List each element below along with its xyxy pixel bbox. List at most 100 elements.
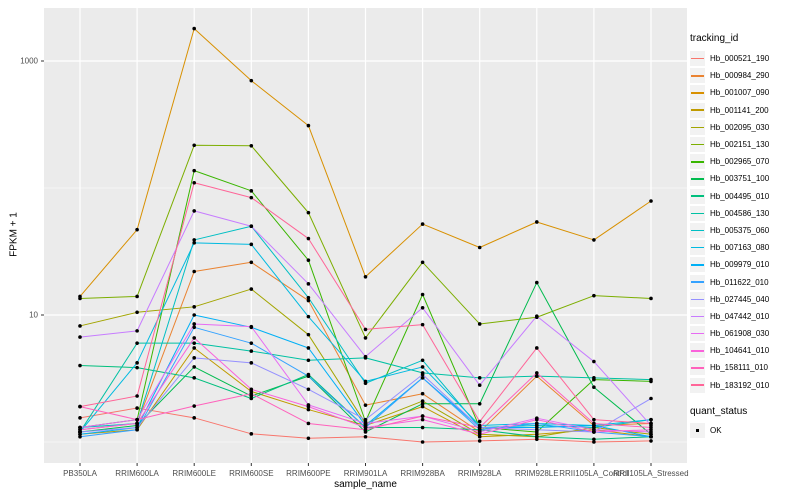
data-point-Hb_047442_010 [535, 314, 539, 318]
data-point-Hb_104641_010 [135, 421, 139, 426]
data-point-Hb_004495_010 [249, 396, 254, 401]
data-point-Hb_004495_010 [135, 365, 139, 370]
data-point-Hb_007163_080 [249, 242, 254, 247]
y-tick-label: 1000 [20, 57, 38, 66]
data-point-Hb_027445_040 [363, 417, 368, 422]
data-point-Hb_002151_130 [477, 322, 482, 326]
data-point-Hb_002965_070 [192, 168, 196, 173]
legend-item-label: Hb_002095_030 [710, 122, 770, 132]
data-point-Hb_000521_190 [78, 416, 82, 420]
data-point-Hb_001141_200 [306, 407, 311, 412]
series-color-key-icon [690, 257, 705, 273]
data-point-Hb_011622_010 [649, 434, 653, 439]
data-point-Hb_002095_030 [420, 399, 425, 403]
legend-item-Hb_002095_030: Hb_002095_030 [690, 119, 798, 136]
data-point-Hb_001007_090 [192, 26, 196, 31]
y-axis-title: FPKM + 1 [8, 212, 20, 257]
data-point-Hb_001007_090 [592, 238, 596, 242]
data-point-Hb_001007_090 [306, 123, 311, 128]
legend-item-Hb_002151_130: Hb_002151_130 [690, 136, 798, 153]
data-point-Hb_047442_010 [592, 359, 596, 364]
data-point-Hb_061908_030 [249, 324, 254, 329]
legend-item-Hb_009979_010: Hb_009979_010 [690, 256, 798, 273]
data-point-Hb_047442_010 [192, 209, 196, 213]
data-point-Hb_027445_040 [420, 372, 425, 377]
legend-title-tracking-id: tracking_id [690, 33, 739, 44]
data-point-Hb_002151_130 [649, 296, 653, 301]
series-color-key-icon [690, 85, 705, 101]
legend-item-Hb_011622_010: Hb_011622_010 [690, 273, 798, 290]
data-point-Hb_009979_010 [192, 313, 196, 317]
data-point-Hb_007163_080 [363, 379, 368, 384]
data-point-Hb_183192_010 [135, 394, 139, 398]
series-color-key-icon [690, 240, 705, 256]
legend-item-label: Hb_009979_010 [710, 260, 770, 270]
data-point-Hb_004495_010 [592, 437, 596, 442]
data-point-Hb_001007_090 [363, 274, 368, 279]
data-point-Hb_027445_040 [192, 356, 196, 360]
data-point-Hb_000521_190 [306, 436, 311, 441]
data-point-Hb_104641_010 [592, 430, 596, 434]
data-point-Hb_002095_030 [78, 324, 82, 328]
data-point-Hb_004586_130 [135, 341, 139, 345]
data-point-Hb_007163_080 [135, 361, 139, 365]
data-point-Hb_000521_190 [192, 416, 196, 420]
data-point-Hb_000984_290 [192, 269, 196, 274]
data-point-Hb_000984_290 [420, 391, 425, 396]
data-point-Hb_001007_090 [135, 227, 139, 232]
data-point-Hb_027445_040 [135, 425, 139, 430]
legend-item-Hb_061908_030: Hb_061908_030 [690, 325, 798, 342]
data-point-Hb_183192_010 [477, 419, 482, 424]
data-point-Hb_061908_030 [363, 421, 368, 426]
legend-item-Hb_005375_060: Hb_005375_060 [690, 222, 798, 239]
data-point-Hb_004495_010 [535, 434, 539, 439]
data-point-Hb_047442_010 [363, 354, 368, 359]
legend-item-Hb_001007_090: Hb_001007_090 [690, 84, 798, 101]
series-color-key-icon [690, 51, 705, 67]
legend-item-Hb_158111_010: Hb_158111_010 [690, 359, 798, 376]
data-point-Hb_027445_040 [306, 387, 311, 392]
x-tick-label: RRIM928LE [515, 469, 559, 478]
data-point-Hb_007163_080 [192, 241, 196, 245]
legend-item-label: Hb_047442_010 [710, 311, 770, 321]
data-point-Hb_104641_010 [78, 427, 82, 432]
data-point-Hb_002095_030 [135, 310, 139, 315]
data-point-Hb_027445_040 [535, 427, 539, 432]
data-point-Hb_104641_010 [249, 387, 254, 392]
data-point-Hb_000984_290 [306, 298, 311, 303]
data-point-Hb_002151_130 [592, 293, 596, 298]
legend-item-Hb_004495_010: Hb_004495_010 [690, 188, 798, 205]
series-color-key-icon [690, 274, 705, 290]
data-point-Hb_158111_010 [135, 417, 139, 422]
legend: tracking_id Hb_000521_190 Hb_000984_290 Hb… [690, 33, 798, 439]
data-point-Hb_011622_010 [535, 421, 539, 426]
data-point-Hb_002095_030 [249, 287, 254, 291]
series-color-key-icon [690, 222, 705, 238]
legend-item-label: Hb_000521_190 [710, 54, 770, 64]
x-tick-label: RRIM600PE [286, 469, 330, 478]
legend-item-label: Hb_158111_010 [710, 363, 768, 373]
data-point-Hb_183192_010 [535, 346, 539, 350]
data-point-Hb_183192_010 [363, 327, 368, 332]
data-point-Hb_183192_010 [192, 180, 196, 185]
data-point-Hb_004586_130 [192, 341, 196, 345]
legend-item-label: Hb_005375_060 [710, 225, 770, 235]
series-color-key-icon [690, 188, 705, 204]
x-axis-title: sample_name [334, 479, 397, 490]
data-point-Hb_005375_060 [306, 295, 311, 300]
legend-item-Hb_003751_100: Hb_003751_100 [690, 170, 798, 187]
data-point-Hb_000984_290 [249, 260, 254, 265]
data-point-Hb_009979_010 [306, 346, 311, 350]
data-point-Hb_001007_090 [535, 220, 539, 224]
data-point-Hb_158111_010 [420, 414, 425, 418]
legend-item-label: Hb_002151_130 [710, 140, 770, 150]
series-color-key-icon [690, 68, 705, 84]
data-point-Hb_002095_030 [306, 332, 311, 337]
data-point-Hb_002095_030 [192, 305, 196, 309]
series-color-key-icon [690, 205, 705, 221]
data-point-Hb_007163_080 [649, 417, 653, 422]
data-point-Hb_061908_030 [192, 322, 196, 326]
data-point-Hb_011622_010 [306, 374, 311, 378]
data-point-Hb_104641_010 [477, 432, 482, 437]
